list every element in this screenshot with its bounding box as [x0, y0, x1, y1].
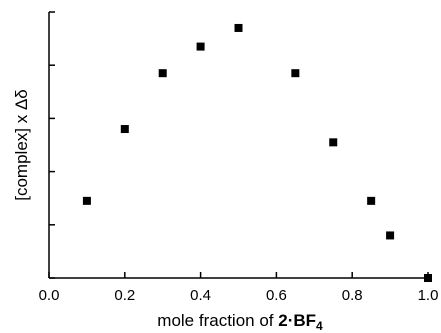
x-axis-label: mole fraction of 2·BF4	[157, 311, 323, 333]
x-tick-label: 0.8	[342, 287, 363, 304]
data-point	[329, 138, 338, 147]
x-tick-label: 1.0	[418, 287, 439, 304]
y-axis-ticks	[49, 11, 55, 279]
axes	[48, 12, 428, 279]
x-axis-label-compound: 2·BF	[278, 311, 316, 330]
data-point	[386, 231, 395, 240]
x-tick-label: 0.6	[266, 287, 287, 304]
x-axis-label-subscript: 4	[316, 319, 323, 333]
data-point	[82, 196, 91, 205]
data-point	[120, 125, 129, 134]
data-point	[291, 69, 300, 78]
x-axis-ticks: 0.0 0.2 0.4 0.6 0.8 1.0	[39, 272, 439, 304]
data-points	[82, 23, 432, 282]
x-axis-label-prefix: mole fraction of	[157, 311, 278, 330]
data-point	[196, 42, 205, 51]
x-tick-label: 0.4	[190, 287, 211, 304]
x-tick-label: 0.2	[114, 287, 135, 304]
data-point	[158, 69, 167, 78]
data-point	[367, 196, 376, 205]
y-axis-label: [complex] x Δδ	[12, 89, 31, 201]
data-point	[234, 23, 243, 32]
data-point	[424, 274, 432, 282]
x-tick-label: 0.0	[39, 287, 60, 304]
